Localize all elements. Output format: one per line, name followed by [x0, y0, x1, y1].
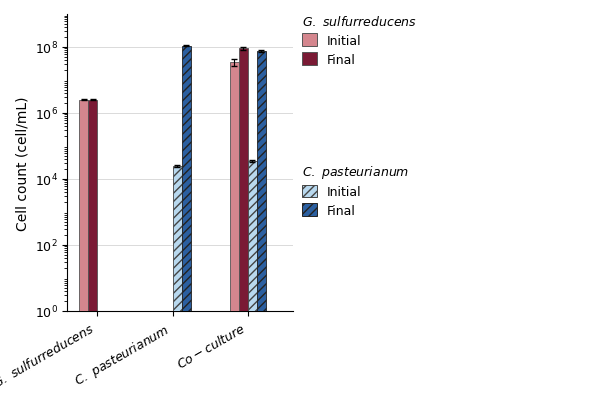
- Bar: [257, 52, 266, 405]
- Bar: [230, 63, 239, 405]
- Bar: [79, 100, 88, 405]
- Bar: [239, 49, 248, 405]
- Bar: [173, 166, 181, 405]
- Bar: [88, 100, 97, 405]
- Bar: [181, 47, 191, 405]
- Legend: Initial, Final: Initial, Final: [301, 163, 409, 217]
- Y-axis label: Cell count (cell/mL): Cell count (cell/mL): [15, 96, 29, 230]
- Bar: [248, 162, 257, 405]
